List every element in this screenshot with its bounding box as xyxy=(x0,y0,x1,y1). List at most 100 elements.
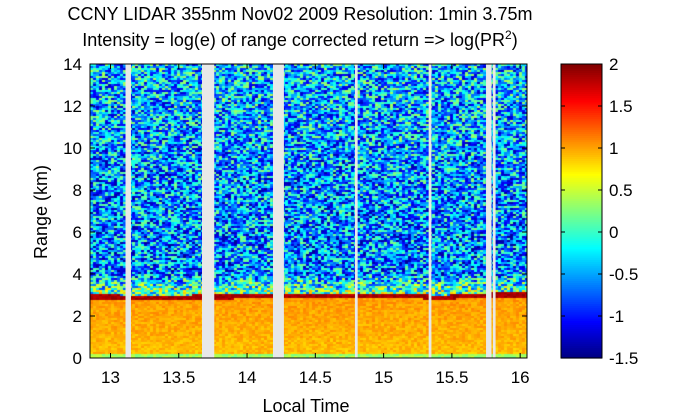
colorbar-segment xyxy=(561,322,602,325)
colorbar-segment xyxy=(561,234,602,237)
colorbar-segment xyxy=(561,64,602,67)
colorbar-segment xyxy=(561,122,602,126)
colorbar-segment xyxy=(561,303,602,307)
colorbar-tick-label: 0 xyxy=(609,223,618,242)
colorbar-segment xyxy=(561,309,602,313)
y-tick-label: 2 xyxy=(73,307,82,326)
colorbar-segment xyxy=(561,74,602,78)
plot-frame xyxy=(89,63,528,359)
colorbar-segment xyxy=(561,91,602,94)
colorbar-segment xyxy=(561,114,602,118)
colorbar-segment xyxy=(561,295,602,298)
colorbar-segment xyxy=(561,351,602,355)
colorbar-segment xyxy=(561,116,602,120)
colorbar-segment xyxy=(561,145,602,149)
y-tick-label: 12 xyxy=(63,97,82,116)
colorbar-segment xyxy=(561,267,602,271)
x-tick-label: 14 xyxy=(238,368,257,387)
colorbar-segment xyxy=(561,194,602,197)
colorbar-segment xyxy=(561,169,602,172)
colorbar-segment xyxy=(561,206,602,210)
colorbar-segment xyxy=(561,82,602,86)
colorbar-segment xyxy=(561,286,602,290)
colorbar-segment xyxy=(561,337,602,340)
colorbar-segment xyxy=(561,166,602,170)
colorbar-segment xyxy=(561,347,602,351)
y-tick-label: 6 xyxy=(73,223,82,242)
colorbar-segment xyxy=(561,76,602,80)
colorbar-segment xyxy=(561,200,602,204)
colorbar-segment xyxy=(561,284,602,288)
colorbar-segment xyxy=(561,103,602,107)
colorbar-segment xyxy=(561,259,602,262)
subtitle-superscript: 2 xyxy=(505,28,512,42)
x-tick-label: 15 xyxy=(374,368,393,387)
colorbar-segment xyxy=(561,68,602,71)
x-tick-label: 16 xyxy=(511,368,530,387)
colorbar-segment xyxy=(561,345,602,349)
colorbar-segment xyxy=(561,263,602,267)
colorbar-segment xyxy=(561,269,602,273)
colorbar-segment xyxy=(561,324,602,328)
colorbar-segment xyxy=(561,156,602,160)
colorbar-segment xyxy=(561,187,602,191)
colorbar-segment xyxy=(561,236,602,239)
colorbar-segment xyxy=(561,150,602,153)
data-gap xyxy=(492,64,496,358)
colorbar-segment xyxy=(561,164,602,168)
colorbar-segment xyxy=(561,274,602,277)
colorbar-segment xyxy=(561,135,602,139)
colorbar-segment xyxy=(561,137,602,141)
data-gap xyxy=(354,64,358,358)
y-tick-label: 10 xyxy=(63,139,82,158)
colorbar-segment xyxy=(561,112,602,115)
colorbar-tick-label: -0.5 xyxy=(609,265,638,284)
colorbar-segment xyxy=(561,124,602,128)
colorbar-tick-label: -1 xyxy=(609,307,624,326)
colorbar-segment xyxy=(561,318,602,321)
colorbar-segment xyxy=(561,282,602,286)
colorbar-segment xyxy=(561,297,602,300)
colorbar-segment xyxy=(561,106,602,109)
colorbar-segment xyxy=(561,185,602,189)
colorbar-segment xyxy=(561,87,602,90)
y-tick-label: 4 xyxy=(73,265,82,284)
colorbar-segment xyxy=(561,152,602,155)
colorbar-segment xyxy=(561,355,602,359)
colorbar-segment xyxy=(561,131,602,134)
colorbar-segment xyxy=(561,326,602,330)
colorbar-segment xyxy=(561,242,602,246)
colorbar-segment xyxy=(561,299,602,302)
colorbar-segment xyxy=(561,118,602,122)
colorbar-segment xyxy=(561,171,602,174)
colorbar-segment xyxy=(561,246,602,250)
colorbar-segment xyxy=(561,181,602,185)
colorbar-segment xyxy=(561,196,602,199)
colorbar-segment xyxy=(561,154,602,157)
colorbar-segment xyxy=(561,108,602,111)
colorbar-segment xyxy=(561,129,602,132)
colorbar-segment xyxy=(561,250,602,254)
colorbar-segment xyxy=(561,307,602,311)
colorbar-segment xyxy=(561,341,602,344)
colorbar-segment xyxy=(561,93,602,97)
colorbar-segment xyxy=(561,190,602,193)
colorbar-frame xyxy=(560,63,603,359)
colorbar-segment xyxy=(561,305,602,309)
x-tick-label: 14.5 xyxy=(299,368,332,387)
colorbar-segment xyxy=(561,313,602,317)
colorbar-segment xyxy=(561,70,602,73)
colorbar-segment xyxy=(561,183,602,187)
colorbar-segment xyxy=(561,320,602,323)
colorbar-segment xyxy=(561,221,602,225)
colorbar-segment xyxy=(561,99,602,103)
colorbar-segment xyxy=(561,95,602,99)
x-axis-label: Local Time xyxy=(262,396,349,416)
colorbar-segment xyxy=(561,225,602,229)
colorbar-tick-label: 0.5 xyxy=(609,181,633,200)
colorbar-segment xyxy=(561,192,602,195)
subtitle-suffix: ) xyxy=(512,30,518,50)
colorbar-segment xyxy=(561,80,602,84)
colorbar-segment xyxy=(561,202,602,206)
colorbar-segment xyxy=(561,301,602,304)
